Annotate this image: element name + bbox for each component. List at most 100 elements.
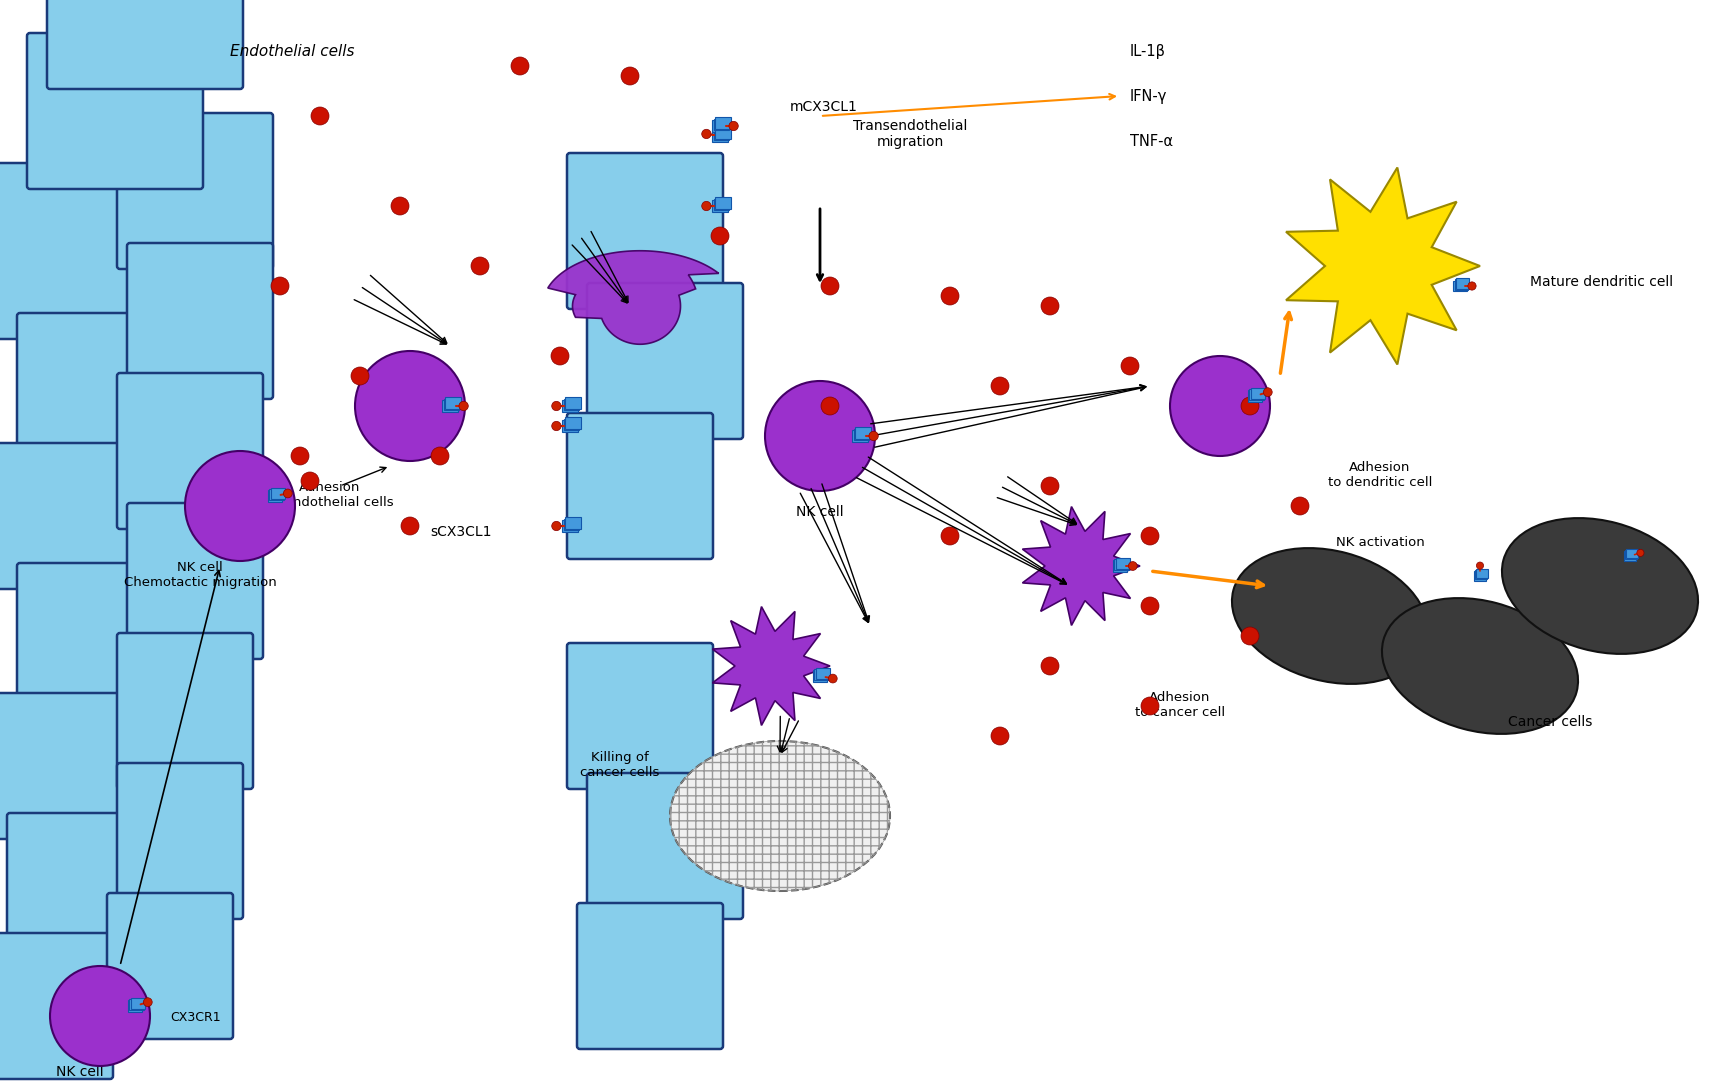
Text: sCX3CL1: sCX3CL1 [430, 525, 492, 539]
Circle shape [991, 377, 1010, 395]
FancyBboxPatch shape [853, 430, 867, 442]
FancyBboxPatch shape [1113, 560, 1127, 571]
FancyBboxPatch shape [716, 127, 731, 139]
Circle shape [291, 447, 310, 465]
Circle shape [1264, 388, 1273, 396]
Circle shape [820, 277, 839, 295]
Text: mCX3CL1: mCX3CL1 [789, 100, 858, 114]
Circle shape [284, 489, 292, 497]
Circle shape [1242, 627, 1259, 645]
Circle shape [702, 201, 710, 211]
FancyBboxPatch shape [566, 517, 581, 529]
Circle shape [1242, 397, 1259, 415]
FancyBboxPatch shape [1474, 571, 1486, 581]
Text: IL-1β: IL-1β [1130, 45, 1166, 59]
FancyBboxPatch shape [445, 397, 461, 409]
FancyBboxPatch shape [1455, 279, 1469, 290]
FancyBboxPatch shape [566, 397, 581, 409]
Circle shape [1467, 282, 1476, 290]
FancyBboxPatch shape [568, 413, 714, 559]
FancyBboxPatch shape [0, 163, 132, 339]
Text: Endothelial cells: Endothelial cells [230, 45, 354, 59]
FancyBboxPatch shape [716, 117, 731, 129]
Text: NK cell
Chemotactic migration: NK cell Chemotactic migration [124, 561, 277, 589]
Circle shape [550, 348, 569, 365]
FancyBboxPatch shape [127, 503, 263, 659]
Circle shape [941, 527, 960, 545]
Text: Cancer cells: Cancer cells [1508, 715, 1593, 729]
FancyBboxPatch shape [1476, 570, 1488, 580]
Circle shape [710, 227, 729, 245]
FancyBboxPatch shape [1624, 552, 1636, 560]
Text: Adhesion
to cancer cell: Adhesion to cancer cell [1135, 691, 1225, 719]
Circle shape [1041, 296, 1060, 315]
FancyBboxPatch shape [712, 200, 728, 212]
FancyBboxPatch shape [562, 420, 578, 432]
FancyBboxPatch shape [564, 418, 580, 430]
Circle shape [829, 674, 838, 683]
FancyBboxPatch shape [270, 489, 284, 501]
FancyBboxPatch shape [1455, 278, 1469, 289]
Circle shape [311, 108, 329, 125]
Circle shape [621, 67, 640, 85]
Circle shape [820, 397, 839, 415]
FancyBboxPatch shape [129, 999, 143, 1010]
FancyBboxPatch shape [568, 153, 722, 310]
Text: Adhesion
to dendritic cell: Adhesion to dendritic cell [1328, 460, 1433, 489]
Circle shape [552, 521, 561, 531]
Polygon shape [547, 251, 719, 344]
Circle shape [186, 451, 296, 561]
FancyBboxPatch shape [587, 773, 743, 919]
Circle shape [1476, 563, 1484, 569]
FancyBboxPatch shape [815, 668, 831, 679]
FancyBboxPatch shape [855, 427, 870, 439]
Ellipse shape [671, 741, 889, 891]
Text: Killing of
cancer cells: Killing of cancer cells [580, 752, 660, 779]
Circle shape [1128, 561, 1137, 570]
Text: Adhesion
to endothelial cells: Adhesion to endothelial cells [267, 481, 394, 509]
FancyBboxPatch shape [587, 283, 743, 439]
FancyBboxPatch shape [714, 118, 729, 130]
Circle shape [869, 431, 879, 441]
FancyBboxPatch shape [1249, 389, 1264, 401]
FancyBboxPatch shape [127, 1000, 143, 1011]
Circle shape [765, 381, 875, 491]
FancyBboxPatch shape [562, 400, 578, 412]
Circle shape [1140, 597, 1159, 615]
Circle shape [143, 998, 151, 1007]
Ellipse shape [1232, 548, 1428, 684]
FancyBboxPatch shape [1476, 569, 1488, 578]
Polygon shape [1022, 506, 1140, 626]
FancyBboxPatch shape [117, 763, 243, 919]
FancyBboxPatch shape [714, 128, 729, 140]
FancyBboxPatch shape [117, 372, 263, 529]
Text: CX3CR1: CX3CR1 [170, 1011, 220, 1024]
Circle shape [1637, 550, 1644, 556]
Circle shape [1121, 357, 1139, 375]
FancyBboxPatch shape [814, 670, 827, 682]
FancyBboxPatch shape [131, 998, 144, 1009]
FancyBboxPatch shape [1116, 557, 1130, 569]
Ellipse shape [1381, 598, 1577, 734]
FancyBboxPatch shape [568, 643, 714, 790]
FancyBboxPatch shape [1250, 388, 1264, 399]
FancyBboxPatch shape [442, 400, 458, 412]
Circle shape [941, 287, 960, 305]
Circle shape [390, 197, 409, 215]
Text: Mature dendritic cell: Mature dendritic cell [1531, 275, 1674, 289]
FancyBboxPatch shape [117, 113, 273, 269]
Circle shape [459, 402, 468, 411]
Circle shape [702, 129, 710, 139]
Circle shape [552, 421, 561, 431]
FancyBboxPatch shape [714, 199, 729, 211]
Circle shape [1041, 657, 1060, 675]
FancyBboxPatch shape [444, 399, 459, 411]
Circle shape [471, 257, 488, 275]
FancyBboxPatch shape [814, 669, 829, 680]
FancyBboxPatch shape [17, 563, 153, 719]
FancyBboxPatch shape [566, 417, 581, 429]
Circle shape [401, 517, 420, 535]
Circle shape [1140, 527, 1159, 545]
Circle shape [351, 367, 370, 386]
FancyBboxPatch shape [0, 693, 124, 839]
